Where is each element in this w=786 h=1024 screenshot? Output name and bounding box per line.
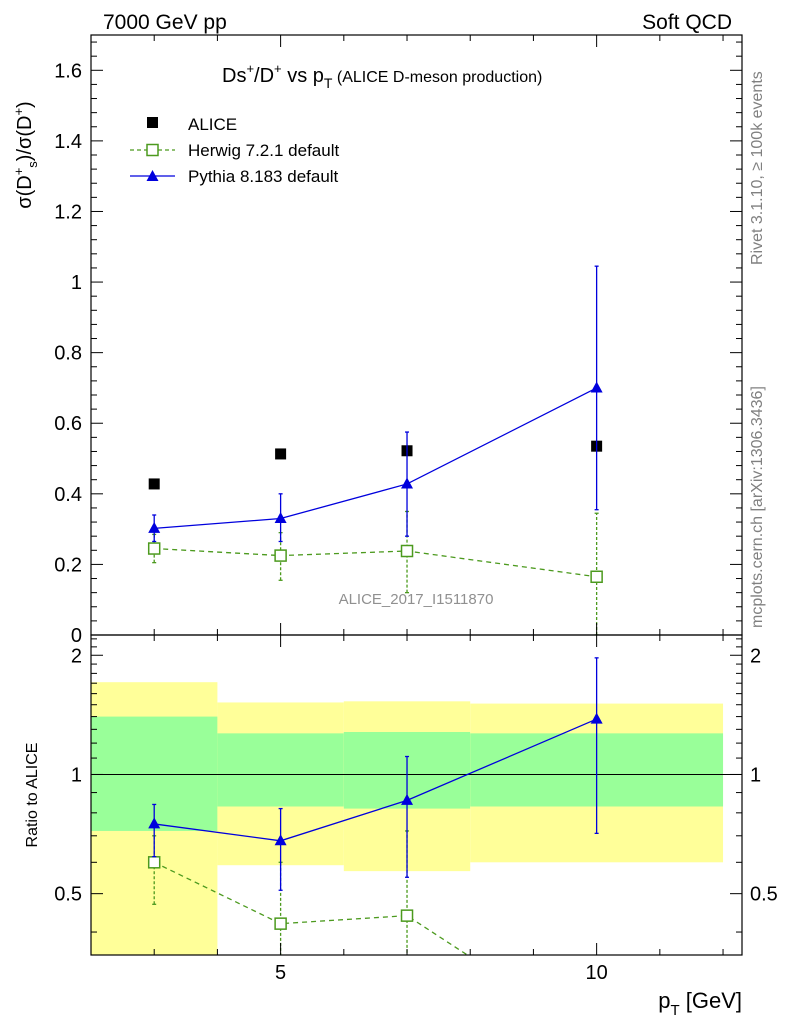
main-ylabel: σ(D+s)/σ(D+) xyxy=(11,101,40,208)
main-y-tick-label-1: 0.2 xyxy=(54,554,82,576)
header-left-label: 7000 GeV pp xyxy=(103,11,227,34)
ratio-pythia-point-1 xyxy=(274,834,287,846)
x-axis-label: pT [GeV] xyxy=(658,988,742,1019)
ratio-pythia-point-0 xyxy=(148,817,161,829)
main-pythia-line xyxy=(154,387,597,530)
rivet-label: Rivet 3.1.10, ≥ 100k events xyxy=(749,71,766,265)
legend-pythia-label: Pythia 8.183 default xyxy=(188,167,339,186)
main-herwig-point-3 xyxy=(590,570,603,584)
ratio-pythia-point-3 xyxy=(590,712,603,724)
main-pythia-point-0 xyxy=(148,521,161,533)
main-y-tick-label-2: 0.4 xyxy=(54,484,82,506)
ratio-herwig-point-1 xyxy=(274,917,287,930)
ratio-y-tick-label-right-2: 2 xyxy=(750,645,761,667)
ratio-herwig-point-0 xyxy=(147,856,161,869)
main-y-tick-label-3: 0.6 xyxy=(54,413,82,435)
main-herwig-point-2 xyxy=(400,544,414,558)
legend: ALICE Herwig 7.2.1 default Pythia 8.183 … xyxy=(130,115,339,186)
main-herwig-line xyxy=(154,547,597,578)
main-title: Ds+/D+ vs pT (ALICE D-meson production) xyxy=(222,61,542,91)
main-series-group xyxy=(147,265,603,635)
main-y-tick-label-5: 1 xyxy=(71,272,82,294)
ratio-pythia-point-2 xyxy=(401,793,414,805)
legend-pythia-marker xyxy=(146,170,159,181)
legend-herwig-label: Herwig 7.2.1 default xyxy=(188,141,339,160)
main-herwig-point-1 xyxy=(274,549,287,562)
main-alice-point-0 xyxy=(148,478,160,490)
main-y-tick-label-6: 1.2 xyxy=(54,201,82,223)
axis-tick-labels: 5 10 0 0.2 0.4 0.6 0.8 1 1.2 1.4 1.6 0.5 0.5 1 1 2 2 xyxy=(54,60,778,984)
ratio-herwig-point-3 xyxy=(477,960,488,971)
ratio-series-group xyxy=(147,657,603,971)
main-y-tick-label-7: 1.4 xyxy=(54,131,82,153)
legend-herwig-marker xyxy=(146,143,159,157)
ratio-plot-frame xyxy=(90,634,743,956)
ratio-y-tick-label-right-0: 0.5 xyxy=(750,884,778,906)
main-y-tick-label-4: 0.8 xyxy=(54,343,82,365)
header-right-label: Soft QCD xyxy=(642,11,732,34)
main-alice-point-1 xyxy=(275,448,287,460)
legend-alice-label: ALICE xyxy=(188,115,237,134)
ratio-y-tick-label-left-1: 1 xyxy=(71,764,82,786)
main-herwig-point-0 xyxy=(147,542,161,555)
x-tick-label-0: 5 xyxy=(275,962,286,984)
ratio-herwig-point-2 xyxy=(400,909,414,922)
analysis-watermark: ALICE_2017_I1511870 xyxy=(339,591,494,608)
main-pythia-point-1 xyxy=(274,512,287,524)
ratio-ylabel: Ratio to ALICE xyxy=(24,743,41,848)
main-pythia-point-2 xyxy=(401,477,414,489)
band-green-1 xyxy=(217,733,344,807)
ratio-y-tick-label-left-0: 0.5 xyxy=(54,884,82,906)
mcplots-label: mcplots.cern.ch [arXiv:1306.3436] xyxy=(749,386,766,628)
x-tick-label-1: 10 xyxy=(586,962,608,984)
main-y-tick-label-8: 1.6 xyxy=(54,60,82,82)
ratio-pythia-line xyxy=(154,718,597,842)
main-y-tick-label-0: 0 xyxy=(71,625,82,647)
legend-alice-marker xyxy=(147,117,158,128)
ratio-y-tick-label-left-2: 2 xyxy=(71,645,82,667)
ratio-y-tick-label-right-1: 1 xyxy=(750,764,761,786)
main-pythia-point-3 xyxy=(590,381,603,393)
axis-ticks xyxy=(90,35,742,955)
